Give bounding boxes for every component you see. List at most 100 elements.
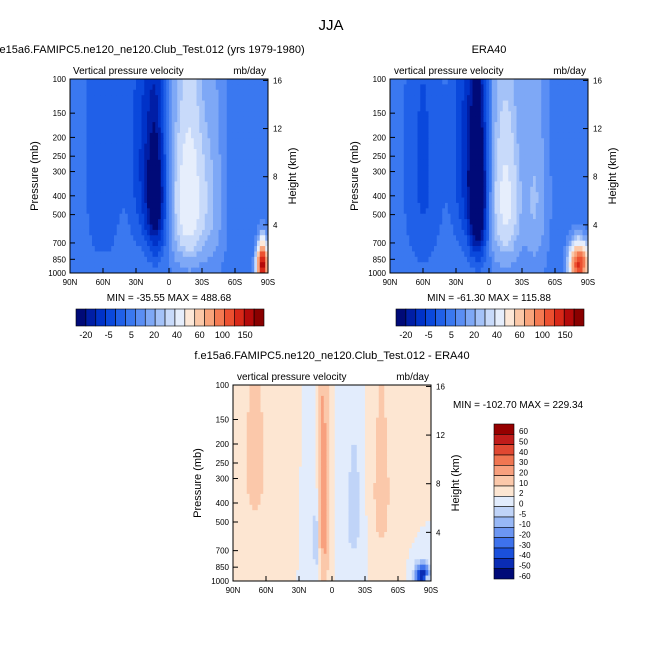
heatmap-cell <box>155 149 158 155</box>
heatmap-cell <box>464 128 467 134</box>
heatmap-cell <box>188 241 191 247</box>
heatmap-cell <box>533 95 536 101</box>
heatmap-cell <box>136 219 139 225</box>
heatmap-cell <box>125 230 128 236</box>
heatmap-cell <box>128 101 131 107</box>
heatmap-cell <box>232 203 235 209</box>
heatmap-cell <box>238 235 241 241</box>
heatmap-cell <box>462 138 465 144</box>
heatmap-cell <box>541 154 544 160</box>
heatmap-cell <box>519 122 522 128</box>
heatmap-cell <box>117 79 120 85</box>
heatmap-cell <box>404 241 407 247</box>
heatmap-cell <box>164 90 167 96</box>
heatmap-cell <box>497 138 500 144</box>
heatmap-cell <box>486 106 489 112</box>
heatmap-cell <box>541 181 544 187</box>
heatmap-cell <box>486 176 489 182</box>
heatmap-cell <box>574 106 577 112</box>
heatmap-cell <box>81 192 84 198</box>
heatmap-cell <box>219 219 222 225</box>
heatmap-cell <box>136 262 139 268</box>
heatmap-cell <box>78 246 81 252</box>
heatmap-cell <box>166 149 169 155</box>
heatmap-cell <box>423 225 426 231</box>
heatmap-cell <box>100 165 103 171</box>
heatmap-cell <box>464 154 467 160</box>
heatmap-cell <box>125 165 128 171</box>
heatmap-cell <box>205 79 208 85</box>
heatmap-cell <box>155 246 158 252</box>
heatmap-cell <box>169 203 172 209</box>
heatmap-cell <box>166 176 169 182</box>
heatmap-cell <box>429 106 432 112</box>
heatmap-cell <box>131 84 134 90</box>
heatmap-cell <box>172 160 175 166</box>
heatmap-cell <box>420 101 423 107</box>
heatmap-cell <box>144 214 147 220</box>
heatmap-cell <box>569 165 572 171</box>
heatmap-cell <box>404 187 407 193</box>
heatmap-cell <box>84 208 87 214</box>
heatmap-cell <box>574 235 577 241</box>
heatmap-cell <box>120 208 123 214</box>
heatmap-cell <box>263 160 266 166</box>
heatmap-cell <box>574 79 577 85</box>
heatmap-cell <box>453 235 456 241</box>
heatmap-cell <box>133 225 136 231</box>
heatmap-cell <box>254 187 257 193</box>
heatmap-cell <box>139 198 142 204</box>
heatmap-cell <box>547 128 550 134</box>
heatmap-cell <box>473 90 476 96</box>
heatmap-cell <box>445 181 448 187</box>
heatmap-cell <box>208 128 211 134</box>
heatmap-cell <box>197 192 200 198</box>
heatmap-cell <box>125 181 128 187</box>
heatmap-cell <box>426 90 429 96</box>
heatmap-cell <box>243 171 246 177</box>
heatmap-cell <box>486 225 489 231</box>
heatmap-cell <box>128 128 131 134</box>
heatmap-cell <box>235 79 238 85</box>
heatmap-cell <box>517 165 520 171</box>
heatmap-cell <box>199 101 202 107</box>
heatmap-cell <box>530 122 533 128</box>
heatmap-cell <box>230 101 233 107</box>
heatmap-cell <box>544 111 547 117</box>
heatmap-cell <box>188 165 191 171</box>
heatmap-cell <box>246 176 249 182</box>
heatmap-cell <box>434 138 437 144</box>
heatmap-cell <box>111 117 114 123</box>
heatmap-cell <box>478 198 481 204</box>
heatmap-cell <box>224 257 227 263</box>
heatmap-cell <box>448 235 451 241</box>
heatmap-cell <box>254 225 257 231</box>
heatmap-cell <box>147 198 150 204</box>
heatmap-cell <box>241 154 244 160</box>
heatmap-cell <box>541 90 544 96</box>
heatmap-cell <box>216 101 219 107</box>
heatmap-cell <box>533 225 536 231</box>
heatmap-cell <box>398 101 401 107</box>
heatmap-cell <box>230 154 233 160</box>
heatmap-cell <box>572 165 575 171</box>
heatmap-cell <box>541 225 544 231</box>
heatmap-cell <box>114 95 117 101</box>
heatmap-cell <box>246 128 249 134</box>
heatmap-cell <box>142 106 145 112</box>
heatmap-cell <box>133 219 136 225</box>
heatmap-cell <box>186 101 189 107</box>
heatmap-cell <box>426 181 429 187</box>
heatmap-cell <box>139 246 142 252</box>
heatmap-cell <box>169 149 172 155</box>
heatmap-cell <box>473 84 476 90</box>
heatmap-cell <box>409 171 412 177</box>
heatmap-cell <box>541 219 544 225</box>
heatmap-cell <box>492 154 495 160</box>
heatmap-cell <box>131 138 134 144</box>
heatmap-cell <box>153 251 156 257</box>
heatmap-cell <box>161 208 164 214</box>
heatmap-cell <box>147 203 150 209</box>
heatmap-cell <box>109 214 112 220</box>
heatmap-cell <box>569 154 572 160</box>
